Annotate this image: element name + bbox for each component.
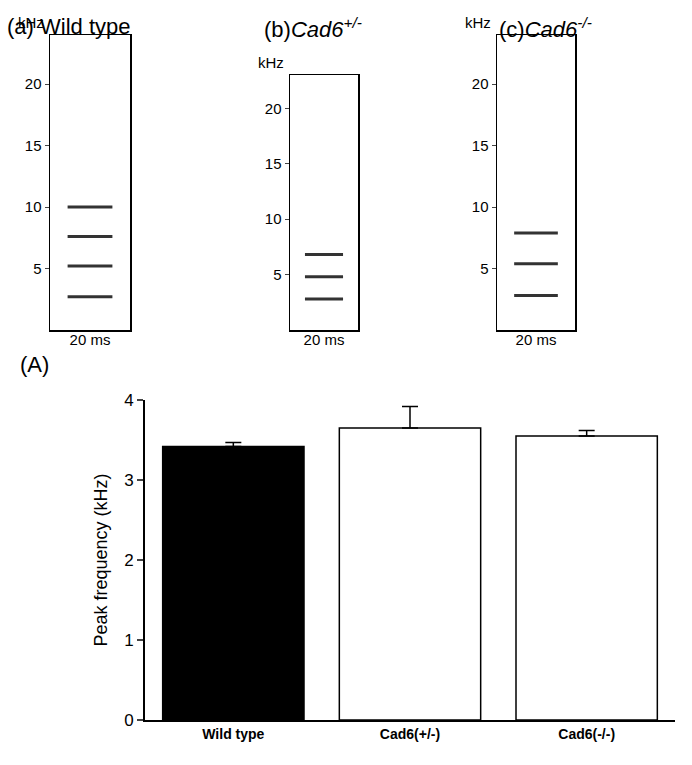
svg-text:(a) Wild type: (a) Wild type [7,14,130,39]
svg-text:Wild type: Wild type [202,726,264,742]
svg-text:1: 1 [124,631,133,650]
svg-text:20 ms: 20 ms [304,331,345,348]
svg-text:10: 10 [472,198,489,215]
svg-text:20 ms: 20 ms [516,331,557,348]
svg-text:15: 15 [472,137,489,154]
svg-text:10: 10 [25,198,42,215]
svg-text:Peak frequency (kHz): Peak frequency (kHz) [91,473,111,646]
svg-text:5: 5 [480,260,488,277]
svg-text:Cad6(-/-): Cad6(-/-) [558,726,615,742]
svg-text:Cad6(+/-): Cad6(+/-) [380,726,440,742]
svg-text:0: 0 [124,711,133,730]
svg-text:15: 15 [265,155,282,172]
svg-text:15: 15 [25,137,42,154]
svg-text:20: 20 [265,100,282,117]
svg-text:20: 20 [25,75,42,92]
svg-text:kHz: kHz [258,54,284,71]
svg-text:kHz: kHz [18,14,44,31]
svg-text:(A): (A) [20,352,49,377]
svg-text:5: 5 [33,260,41,277]
svg-text:(c)Cad6​-/-​: (c)Cad6​-/-​ [499,14,592,42]
svg-text:4: 4 [124,391,133,410]
svg-text:2: 2 [124,551,133,570]
svg-text:20 ms: 20 ms [70,331,111,348]
svg-text:10: 10 [265,210,282,227]
svg-text:3: 3 [124,471,133,490]
svg-text:(b)Cad6​+/-​: (b)Cad6​+/-​ [264,14,362,42]
svg-text:5: 5 [273,266,281,283]
svg-text:20: 20 [472,75,489,92]
svg-text:kHz: kHz [465,14,491,31]
